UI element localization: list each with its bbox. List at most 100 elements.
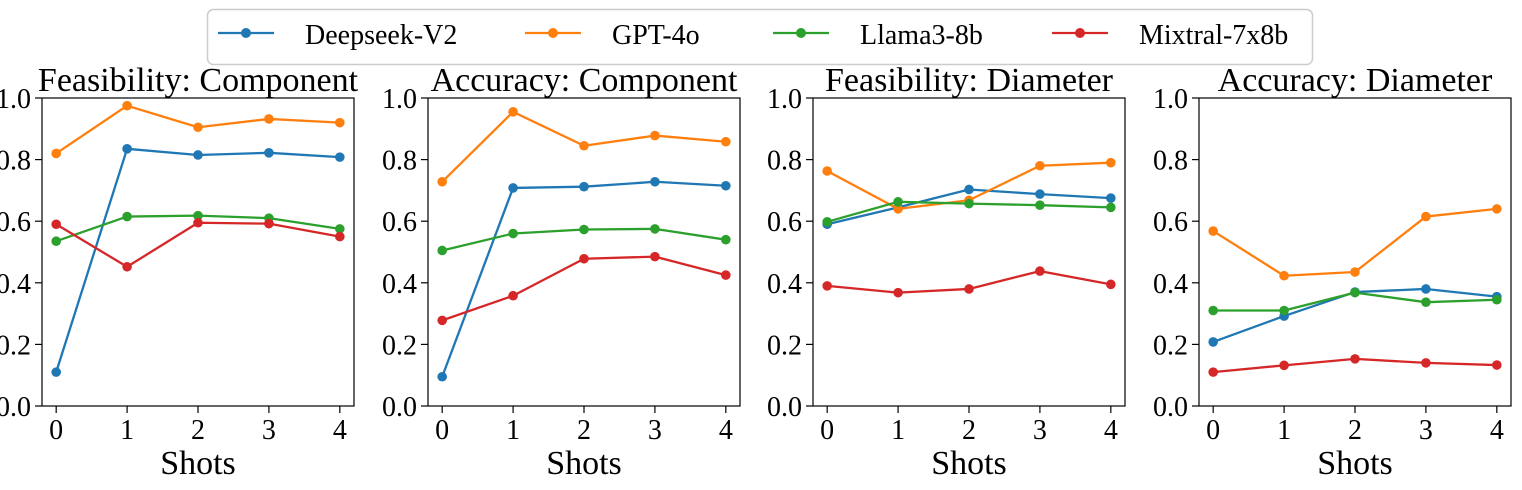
chart-title: Accuracy: Diameter	[1218, 62, 1493, 99]
data-point-mixtral-7x8b	[650, 251, 660, 262]
data-point-gpt-4o	[1106, 157, 1116, 168]
data-point-deepseek-v2	[437, 371, 447, 382]
data-point-mixtral-7x8b	[1208, 367, 1218, 377]
data-point-deepseek-v2	[264, 148, 274, 158]
data-point-llama3-8b	[1279, 305, 1289, 316]
y-tick-label: 1.0	[382, 84, 417, 115]
data-point-deepseek-v2	[122, 144, 132, 154]
data-point-gpt-4o	[1350, 267, 1360, 277]
y-tick-label: 0.4	[767, 269, 802, 300]
y-tick-label: 0.4	[1153, 269, 1188, 300]
data-point-llama3-8b	[822, 217, 832, 227]
series-mixtral-7x8b	[437, 251, 731, 326]
data-point-gpt-4o	[437, 176, 447, 187]
data-point-deepseek-v2	[51, 367, 61, 377]
data-point-mixtral-7x8b	[964, 284, 974, 294]
y-tick-label: 0.4	[0, 269, 31, 300]
x-tick-label: 4	[333, 415, 347, 446]
data-point-deepseek-v2	[508, 183, 518, 193]
data-point-mixtral-7x8b	[264, 218, 274, 229]
legend-label-gpt-4o: GPT-4o	[612, 20, 700, 51]
y-tick-label: 0.6	[1153, 207, 1188, 238]
series-gpt-4o	[1208, 204, 1502, 281]
x-tick-label: 4	[1104, 415, 1118, 446]
data-point-mixtral-7x8b	[1106, 279, 1116, 290]
legend-entry-llama3-8b: Llama3-8b	[773, 20, 983, 51]
y-tick-label: 0.2	[1153, 330, 1188, 361]
x-tick-label: 1	[506, 415, 520, 446]
data-point-gpt-4o	[1492, 204, 1502, 214]
series-deepseek-v2	[437, 176, 731, 382]
x-tick-label: 1	[891, 415, 905, 446]
data-point-gpt-4o	[508, 107, 518, 117]
data-point-gpt-4o	[721, 136, 731, 147]
x-tick-label: 3	[1419, 415, 1433, 446]
data-point-llama3-8b	[508, 228, 518, 239]
y-tick-label: 0.8	[767, 146, 802, 177]
data-point-mixtral-7x8b	[1035, 266, 1045, 276]
legend-label-deepseek-v2: Deepseek-V2	[305, 20, 457, 51]
plot-area-frame	[812, 97, 1126, 407]
data-point-mixtral-7x8b	[335, 231, 345, 242]
y-tick-label: 0.2	[0, 330, 31, 361]
data-point-llama3-8b	[1350, 287, 1360, 298]
chart-panel-feasibility-diameter: Feasibility: Diameter 0.0 0.2 0.4 0.6 0.8 1.0 0…	[767, 62, 1126, 482]
data-point-gpt-4o	[579, 140, 589, 151]
series-mixtral-7x8b	[51, 217, 345, 272]
data-point-gpt-4o	[822, 166, 832, 176]
x-tick-label: 2	[1348, 415, 1362, 446]
x-tick-label: 2	[577, 415, 591, 446]
x-tick-label: 1	[1277, 415, 1291, 446]
series-gpt-4o	[51, 100, 345, 159]
x-axis-label: Shots	[160, 445, 236, 482]
legend-label-mixtral-7x8b: Mixtral-7x8b	[1139, 20, 1288, 51]
legend-marker-mixtral-7x8b	[1075, 28, 1085, 38]
x-axis-label: Shots	[1317, 445, 1393, 482]
legend-entry-mixtral-7x8b: Mixtral-7x8b	[1052, 20, 1288, 51]
data-point-gpt-4o	[193, 122, 203, 133]
data-point-gpt-4o	[1208, 226, 1218, 236]
data-point-gpt-4o	[51, 148, 61, 159]
data-point-deepseek-v2	[1208, 337, 1218, 347]
y-tick-label: 0.0	[1153, 392, 1188, 423]
data-point-llama3-8b	[721, 234, 731, 245]
x-tick-label: 2	[962, 415, 976, 446]
data-point-llama3-8b	[193, 210, 203, 221]
series-mixtral-7x8b	[822, 266, 1116, 298]
data-point-deepseek-v2	[335, 152, 345, 162]
series-llama3-8b	[1208, 287, 1502, 316]
data-point-llama3-8b	[1421, 297, 1431, 308]
data-point-llama3-8b	[437, 245, 447, 256]
data-point-llama3-8b	[1106, 202, 1116, 213]
legend-marker-deepseek-v2	[241, 28, 251, 38]
data-point-llama3-8b	[964, 198, 974, 209]
data-point-llama3-8b	[893, 196, 903, 207]
data-point-llama3-8b	[122, 211, 132, 222]
data-point-deepseek-v2	[1106, 193, 1116, 203]
legend-marker-llama3-8b	[796, 28, 806, 38]
data-point-gpt-4o	[1421, 211, 1431, 222]
y-tick-label: 0.6	[382, 207, 417, 238]
plot-area-frame	[41, 97, 355, 407]
data-point-mixtral-7x8b	[193, 217, 203, 228]
series-line-deepseek-v2	[55, 147, 340, 373]
series-llama3-8b	[437, 224, 731, 256]
data-point-deepseek-v2	[1421, 284, 1431, 294]
plot-area-frame	[427, 97, 741, 407]
series-mixtral-7x8b	[1208, 354, 1502, 377]
y-tick-label: 0.2	[767, 330, 802, 361]
data-point-mixtral-7x8b	[1421, 358, 1431, 368]
data-point-mixtral-7x8b	[51, 219, 61, 230]
data-point-mixtral-7x8b	[508, 290, 518, 301]
legend-frame	[206, 8, 1314, 66]
data-point-llama3-8b	[335, 224, 345, 234]
data-point-deepseek-v2	[650, 176, 660, 187]
y-tick-label: 0.8	[382, 146, 417, 177]
x-tick-label: 0	[1206, 415, 1220, 446]
series-deepseek-v2	[51, 144, 345, 377]
data-point-llama3-8b	[1035, 200, 1045, 210]
y-tick-label: 0.0	[382, 392, 417, 423]
data-point-mixtral-7x8b	[437, 315, 447, 326]
plot-area-frame	[1198, 97, 1512, 407]
y-tick-label: 0.6	[0, 207, 31, 238]
